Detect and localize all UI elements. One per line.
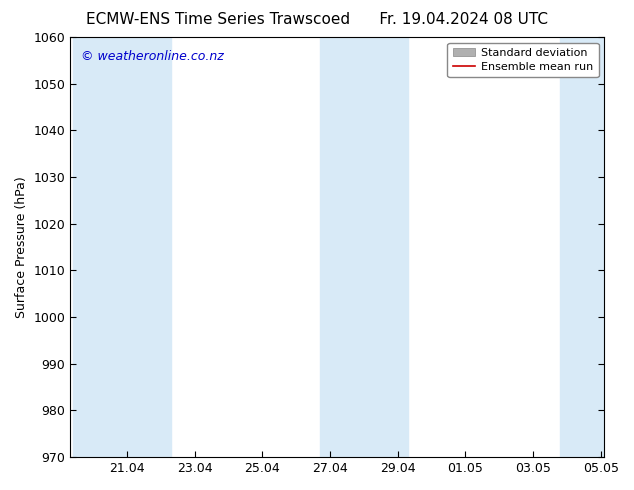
- Bar: [320, 37, 408, 457]
- Text: © weatheronline.co.nz: © weatheronline.co.nz: [81, 50, 224, 63]
- Bar: [73, 37, 171, 457]
- Legend: Standard deviation, Ensemble mean run: Standard deviation, Ensemble mean run: [448, 43, 598, 77]
- Y-axis label: Surface Pressure (hPa): Surface Pressure (hPa): [15, 176, 28, 318]
- Text: ECMW-ENS Time Series Trawscoed      Fr. 19.04.2024 08 UTC: ECMW-ENS Time Series Trawscoed Fr. 19.04…: [86, 12, 548, 27]
- Bar: [560, 37, 604, 457]
